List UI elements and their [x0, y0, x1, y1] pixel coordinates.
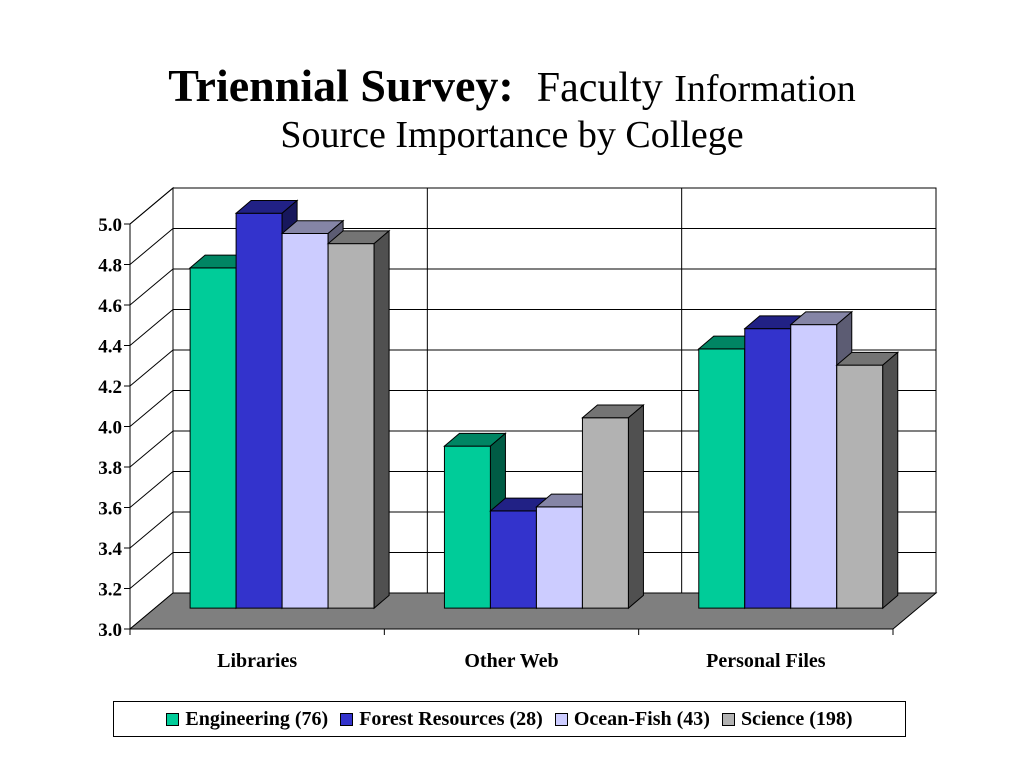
y-tick-label: 4.2	[98, 377, 122, 398]
legend-item: Ocean-Fish (43)	[554, 707, 710, 731]
bar	[535, 506, 583, 609]
legend-swatch	[721, 712, 735, 726]
bar-side	[882, 351, 899, 610]
legend-label: Ocean-Fish (43)	[573, 707, 710, 730]
title-bold-text: Triennial Survey:	[168, 60, 514, 111]
y-tick-label: 3.8	[98, 458, 122, 479]
title-line-2: Source Importance by College	[280, 114, 744, 157]
bar	[698, 348, 746, 609]
legend-item: Forest Resources (28)	[340, 708, 543, 731]
bar-chart: 3.0 3.2 3.4 3.6 3.8 4.0 4.2 4.4 4.6 4.8 5.0 Librari…	[98, 186, 938, 672]
title-information-text: Information	[674, 68, 856, 110]
bar-side	[627, 403, 644, 610]
bar	[443, 445, 491, 609]
y-tick-label: 5.0	[98, 215, 122, 236]
bar	[189, 267, 237, 609]
legend-label: Science (198)	[740, 707, 853, 730]
legend-item: Engineering (76)	[166, 708, 328, 731]
y-tick-label: 4.4	[98, 337, 122, 358]
bar	[235, 212, 283, 609]
bar	[790, 324, 838, 609]
legend-swatch	[340, 712, 354, 726]
bar	[836, 364, 884, 609]
bar-side	[373, 229, 390, 610]
y-tick-label: 3.4	[98, 539, 122, 560]
y-tick-label: 3.2	[98, 580, 122, 601]
title-line-1: Triennial Survey: Faculty Information	[0, 58, 1024, 113]
chart-legend: Engineering (76) Forest Resources (28) Oce…	[113, 701, 906, 737]
bar	[744, 328, 792, 609]
legend-item: Science (198)	[721, 707, 853, 731]
bar	[489, 510, 537, 609]
x-category-label: Libraries	[217, 650, 297, 672]
slide-title: Triennial Survey: Faculty Information So…	[0, 58, 1024, 159]
x-category-label: Other Web	[464, 650, 558, 672]
legend-label: Engineering (76)	[185, 707, 329, 730]
bar	[281, 232, 329, 609]
y-tick-label: 4.6	[98, 296, 122, 317]
bar	[581, 417, 629, 609]
x-category-label: Personal Files	[706, 650, 826, 672]
y-tick-label: 3.6	[98, 499, 122, 520]
legend-swatch	[166, 712, 180, 726]
legend-label: Forest Resources (28)	[359, 707, 543, 730]
legend-swatch	[554, 712, 568, 726]
y-tick-label: 3.0	[98, 620, 122, 641]
y-tick-label: 4.8	[98, 256, 122, 277]
y-tick-label: 4.0	[98, 418, 122, 439]
bar	[327, 243, 375, 609]
title-faculty-text: Faculty	[536, 65, 663, 111]
